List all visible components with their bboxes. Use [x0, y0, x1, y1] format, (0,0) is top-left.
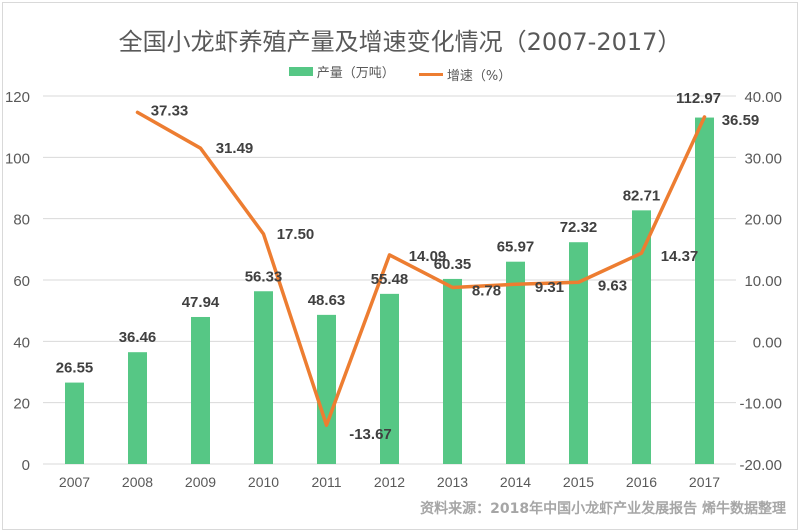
x-axis-tick-label: 2007 [59, 474, 90, 490]
bar [569, 242, 588, 464]
line-data-label: 8.78 [472, 282, 501, 299]
bar-data-label: 72.32 [560, 219, 598, 236]
bar [506, 261, 525, 464]
right-axis-tick-label: -10.00 [739, 396, 782, 413]
bar-data-label: 60.35 [434, 256, 472, 273]
source-note: 资料来源：2018年中国小龙虾产业发展报告 烯牛数据整理 [420, 501, 786, 517]
right-axis-tick-label: 20.00 [744, 212, 782, 229]
bar-data-label: 47.94 [182, 294, 220, 311]
bar-data-label: 48.63 [308, 292, 346, 309]
line-data-label: 36.59 [722, 112, 760, 129]
line-data-label: 14.09 [409, 248, 447, 265]
bar-data-label: 55.48 [371, 271, 409, 288]
left-axis-tick-label: 120 [5, 89, 30, 106]
legend-label-growth: 增速（%） [446, 69, 512, 84]
x-axis-tick-label: 2014 [500, 474, 531, 490]
bar [128, 352, 147, 464]
left-axis-tick-label: 100 [5, 150, 30, 167]
legend-item-production: 产量（万吨） [288, 62, 395, 81]
right-axis-tick-label: 40.00 [744, 89, 782, 106]
line-data-label: 14.37 [661, 248, 699, 265]
x-axis-tick-label: 2010 [248, 474, 279, 490]
left-axis-tick-label: 20 [13, 396, 30, 413]
left-axis-tick-label: 0 [22, 457, 30, 474]
bar-data-label: 112.97 [676, 90, 721, 107]
bar [317, 314, 336, 464]
bar [380, 293, 399, 464]
bar-data-label: 26.55 [56, 360, 94, 377]
x-axis-tick-label: 2011 [311, 474, 341, 490]
line-data-label: 31.49 [216, 140, 254, 157]
x-axis-tick-label: 2009 [185, 474, 216, 490]
x-axis-tick-label: 2015 [563, 474, 594, 490]
bar-data-label: 56.33 [245, 268, 283, 285]
bar [443, 278, 462, 464]
left-axis-tick-label: 40 [13, 334, 30, 351]
bar [254, 291, 273, 464]
left-axis-tick-label: 60 [13, 273, 30, 290]
x-axis-tick-label: 2012 [374, 474, 405, 490]
line-data-label: 17.50 [277, 226, 315, 243]
growth-line [135, 110, 707, 427]
right-axis-tick-label: -20.00 [739, 457, 782, 474]
legend-label-production: 产量（万吨） [316, 66, 395, 81]
right-axis-tick-label: 10.00 [744, 273, 782, 290]
bar [191, 316, 210, 464]
line-data-label: 37.33 [151, 102, 189, 119]
x-axis-tick-label: 2017 [689, 474, 720, 490]
bar-data-label: 36.46 [119, 329, 157, 346]
right-axis-tick-label: 0.00 [753, 334, 782, 351]
x-axis-tick-label: 2008 [122, 474, 153, 490]
line-data-label: -13.67 [349, 426, 392, 443]
right-axis-tick-label: 30.00 [744, 150, 782, 167]
x-axis-tick-label: 2016 [626, 474, 657, 490]
bar-data-label: 82.71 [623, 187, 661, 204]
chart-title: 全国小龙虾养殖产量及增速变化情况（2007-2017） [118, 28, 682, 56]
bar [632, 210, 651, 464]
legend-item-growth: 增速（%） [418, 65, 512, 84]
line-data-label: 9.31 [535, 279, 564, 296]
legend-swatch-line [418, 73, 443, 76]
left-axis-tick-label: 80 [13, 212, 30, 229]
chart-legend: 产量（万吨） 增速（%） [0, 62, 800, 84]
bar [695, 117, 714, 465]
bar [65, 382, 84, 464]
bar-data-label: 65.97 [497, 239, 535, 256]
line-data-label: 9.63 [598, 277, 627, 294]
x-axis-tick-label: 2013 [437, 474, 468, 490]
legend-swatch-bar [288, 67, 313, 76]
